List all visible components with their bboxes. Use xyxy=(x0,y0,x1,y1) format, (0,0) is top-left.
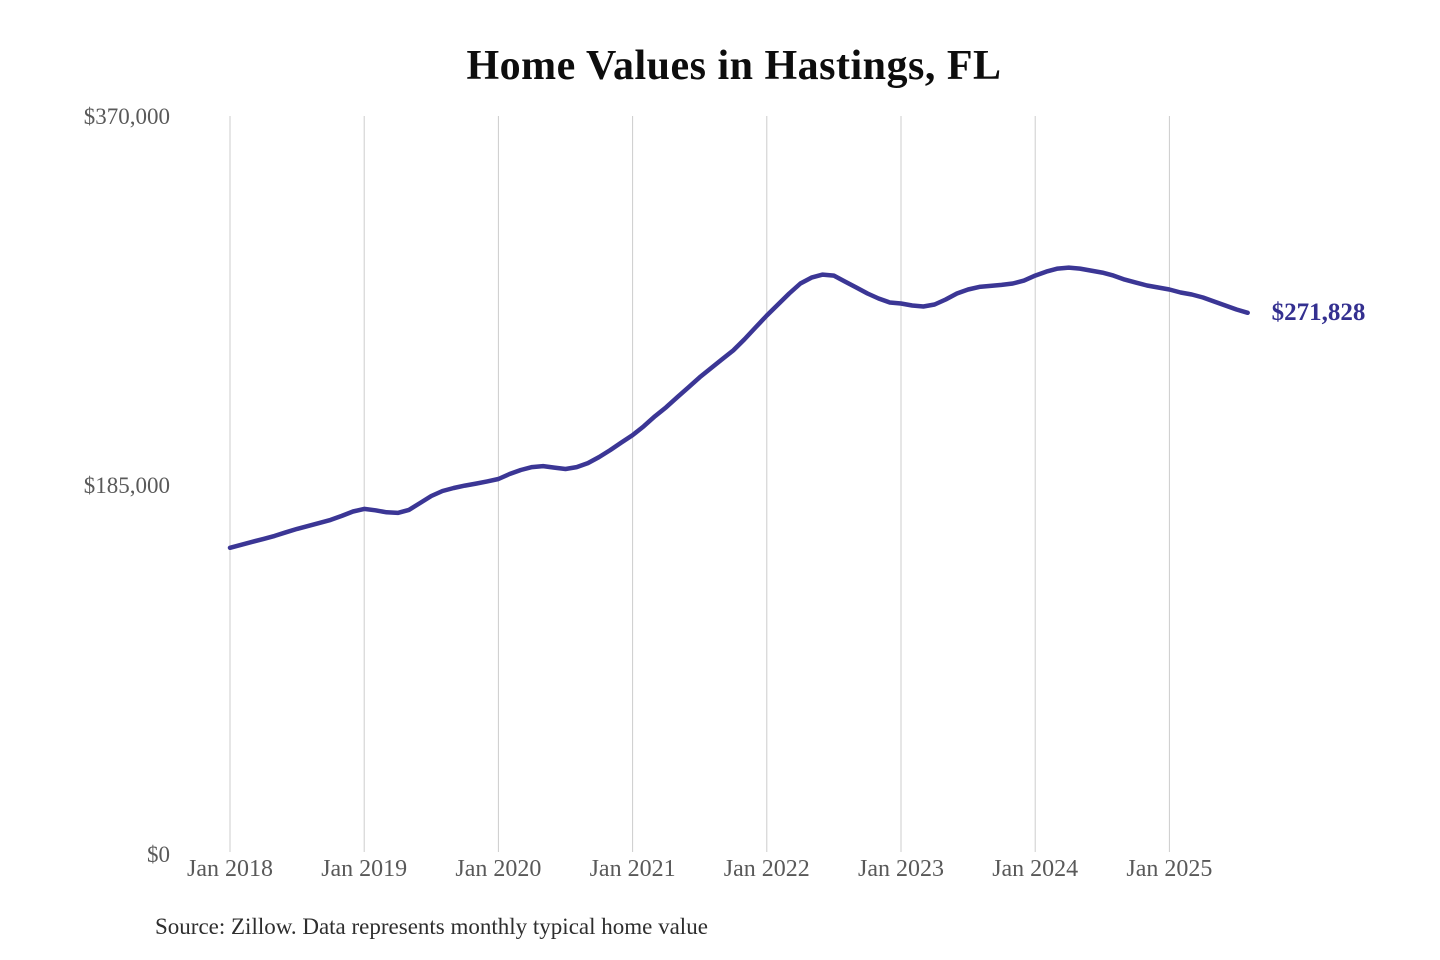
x-tick-label: Jan 2020 xyxy=(455,856,542,882)
y-tick-label: $370,000 xyxy=(83,104,170,129)
home-value-line xyxy=(227,265,1250,551)
x-tick-label: Jan 2024 xyxy=(992,856,1079,882)
chart-title: Home Values in Hastings, FL xyxy=(466,43,1002,89)
x-tick-label: Jan 2021 xyxy=(589,856,676,882)
source-note: Source: Zillow. Data represents monthly … xyxy=(155,914,708,939)
y-tick-label: $0 xyxy=(147,842,170,867)
gridlines xyxy=(229,116,1170,852)
latest-value-label: $271,828 xyxy=(1271,298,1366,326)
x-tick-label: Jan 2022 xyxy=(723,856,810,882)
x-tick-label: Jan 2025 xyxy=(1126,856,1213,882)
x-tick-label: Jan 2023 xyxy=(858,856,944,882)
y-tick-label: $185,000 xyxy=(83,473,170,498)
x-tick-label: Jan 2019 xyxy=(321,856,408,882)
x-tick-label: Jan 2018 xyxy=(187,856,273,882)
